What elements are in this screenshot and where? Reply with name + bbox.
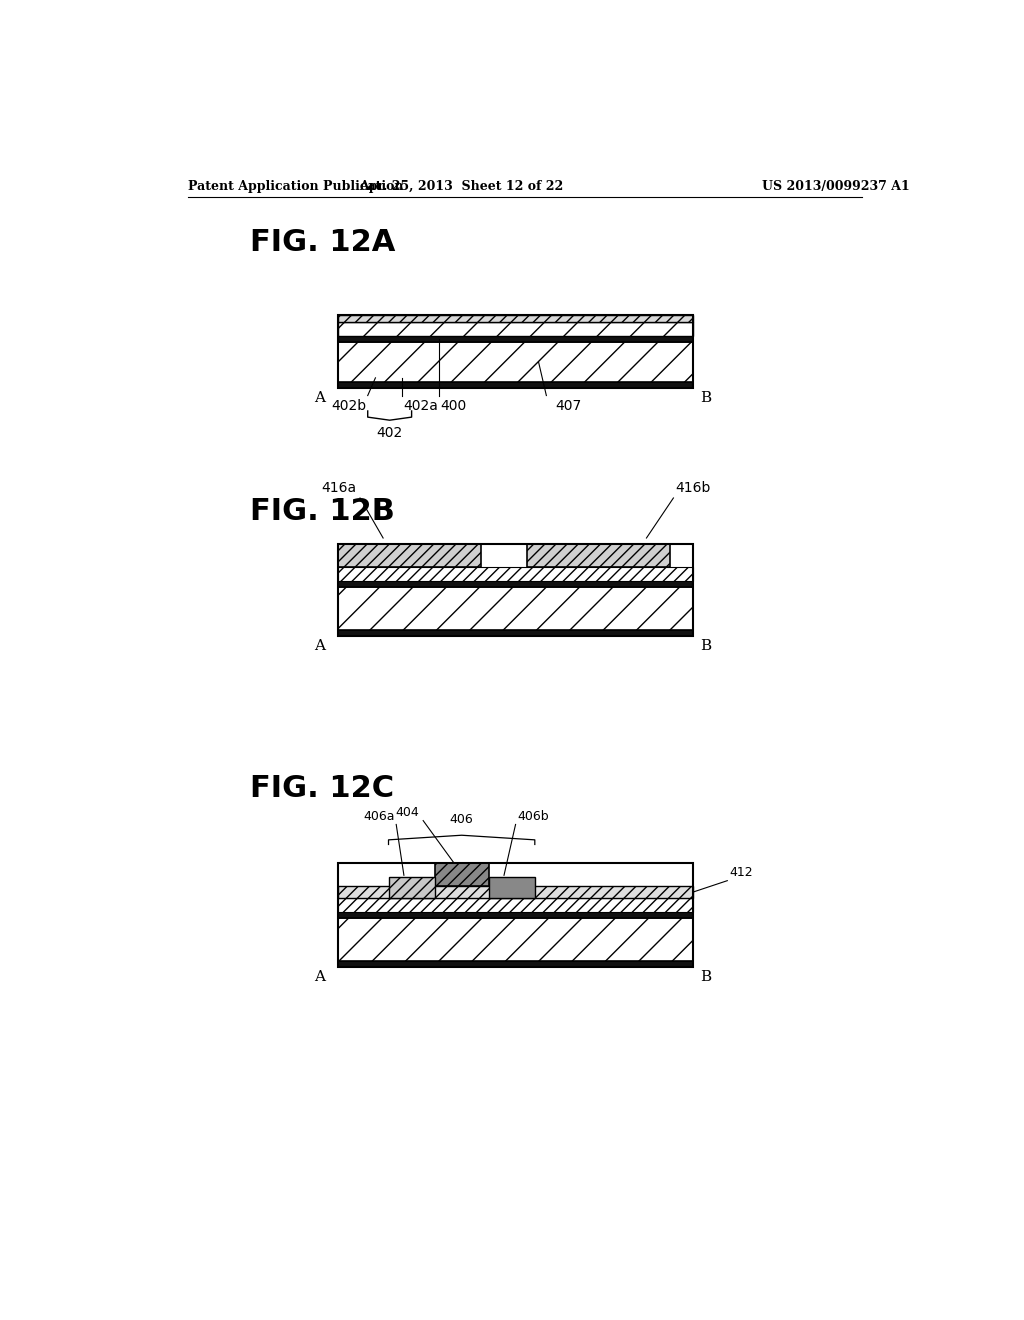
Bar [339,961,692,966]
Text: 416b: 416b [676,480,711,495]
Bar [339,568,692,581]
Bar [339,581,692,587]
Text: 416a: 416a [322,480,356,495]
Bar [435,863,488,886]
Bar [339,886,692,899]
Text: B: B [700,970,712,983]
Text: US 2013/0099237 A1: US 2013/0099237 A1 [762,181,909,194]
Text: 402b: 402b [331,399,367,413]
Bar [339,587,692,630]
Text: A: A [313,639,325,653]
Bar [339,630,692,636]
Bar [339,322,692,335]
Text: Patent Application Publication: Patent Application Publication [188,181,403,194]
Bar [339,381,692,388]
Bar [388,876,435,899]
Bar [339,544,692,636]
Text: 406a: 406a [364,810,394,822]
Bar [339,315,692,388]
Text: A: A [313,391,325,405]
Text: 402: 402 [377,426,402,441]
Bar [339,912,692,919]
Text: 404: 404 [395,807,419,818]
Text: B: B [700,391,712,405]
Text: B: B [700,639,712,653]
Text: 402a: 402a [403,399,438,413]
Bar [527,544,670,568]
Text: FIG. 12A: FIG. 12A [250,227,395,256]
Bar [339,863,692,966]
Bar [339,919,692,961]
Text: 406b: 406b [517,810,549,822]
Text: 400: 400 [440,399,466,413]
Bar [339,899,692,912]
Text: Apr. 25, 2013  Sheet 12 of 22: Apr. 25, 2013 Sheet 12 of 22 [359,181,564,194]
Text: 406: 406 [450,813,473,826]
Text: 412: 412 [730,866,754,879]
Bar [339,315,692,322]
Bar [339,544,481,568]
Text: 407: 407 [556,399,582,413]
Bar [339,335,692,342]
Bar [488,876,535,899]
Text: FIG. 12B: FIG. 12B [250,498,395,527]
Text: A: A [313,970,325,983]
Text: FIG. 12C: FIG. 12C [250,775,394,804]
Bar [339,342,692,381]
